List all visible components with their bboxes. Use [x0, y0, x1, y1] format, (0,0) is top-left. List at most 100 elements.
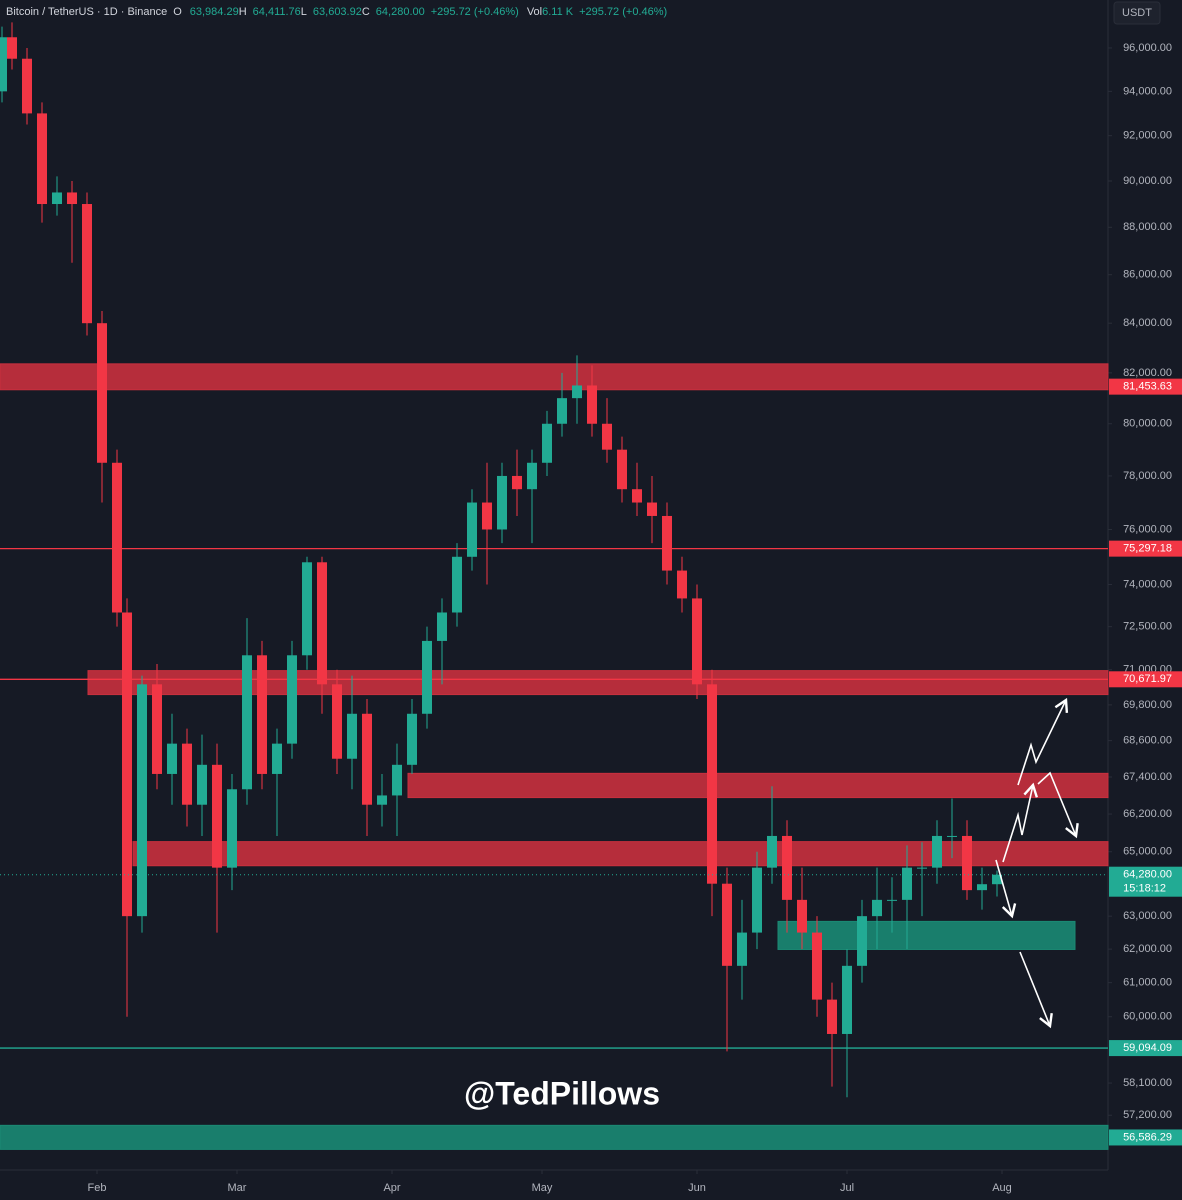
x-tick-label: Aug [992, 1182, 1012, 1194]
y-tick-label: 61,000.00 [1123, 977, 1172, 989]
price-badge [1109, 1129, 1182, 1146]
y-tick-label: 69,800.00 [1123, 699, 1172, 711]
candle-body [497, 475, 507, 530]
candle-body [197, 764, 207, 805]
candle-body [737, 932, 747, 966]
price-badge-label: 81,453.63 [1123, 381, 1172, 393]
header-vol-change: +295.72 (+0.46%) [579, 6, 667, 18]
candle-body [482, 502, 492, 530]
price-badge-label: 56,586.29 [1123, 1131, 1172, 1143]
candle-body [122, 612, 132, 917]
candle-body [332, 684, 342, 759]
candle-body [152, 684, 162, 774]
y-tick-label: 57,200.00 [1123, 1109, 1172, 1121]
header-c: 64,280.00 [376, 6, 425, 18]
countdown: 15:18:12 [1123, 883, 1166, 895]
candle-body [52, 192, 62, 205]
candle-body [242, 655, 252, 790]
arrow [1017, 697, 1069, 786]
candle-body [707, 684, 717, 884]
zone [777, 920, 1076, 950]
currency[interactable]: USDT [1122, 7, 1152, 19]
arrow [1002, 782, 1038, 863]
candle-body [422, 640, 432, 714]
candle-body [887, 899, 897, 901]
candle-body [692, 598, 702, 685]
y-tick-label: 90,000.00 [1123, 175, 1172, 187]
candle-body [287, 655, 297, 744]
candle-body [767, 835, 777, 868]
y-tick-label: 82,000.00 [1123, 367, 1172, 379]
candle-body [7, 37, 17, 59]
y-tick-label: 88,000.00 [1123, 221, 1172, 233]
y-tick-label: 92,000.00 [1123, 130, 1172, 142]
y-tick-label: 65,000.00 [1123, 846, 1172, 858]
candle-body [662, 515, 672, 571]
candle-body [82, 204, 92, 324]
y-tick-label: 66,200.00 [1123, 808, 1172, 820]
candle-body [947, 835, 957, 837]
price-badge [1109, 1040, 1182, 1057]
header-o-key: O [173, 6, 182, 18]
candle-body [272, 743, 282, 774]
candle-body [962, 835, 972, 891]
candle-body [527, 462, 537, 490]
x-tick-label: Feb [88, 1182, 107, 1194]
candle-body [512, 475, 522, 490]
candle-body [227, 789, 237, 868]
candle-body [467, 502, 477, 557]
header-l-key: L [301, 6, 307, 18]
zone [407, 772, 1109, 799]
price-badge [1109, 540, 1182, 557]
candle-body [797, 899, 807, 933]
price-badge [1109, 671, 1182, 688]
header-l: 63,603.92 [313, 6, 362, 18]
y-tick-label: 78,000.00 [1123, 470, 1172, 482]
candle-body [347, 713, 357, 759]
last-price-label: 64,280.00 [1123, 869, 1172, 881]
candle-body [167, 743, 177, 774]
header-symbol: Bitcoin / TetherUS · 1D · Binance [6, 6, 167, 18]
arrow [1037, 771, 1079, 839]
candle-body [37, 113, 47, 205]
header-h-key: H [239, 6, 247, 18]
candle-body [827, 999, 837, 1034]
candle-body [617, 449, 627, 490]
y-tick-label: 62,000.00 [1123, 943, 1172, 955]
zone [87, 670, 1109, 696]
candle-body [872, 899, 882, 917]
x-tick-label: May [532, 1182, 553, 1194]
candle-body [257, 655, 267, 774]
candle-body [392, 764, 402, 796]
y-tick-label: 63,000.00 [1123, 910, 1172, 922]
candle-body [452, 556, 462, 613]
candle-body [602, 423, 612, 450]
candle-body [722, 883, 732, 966]
price-badge [1109, 378, 1182, 395]
currency-button[interactable] [1113, 1, 1161, 25]
x-tick-label: Jul [840, 1182, 854, 1194]
candle-body [902, 867, 912, 900]
candle-body [212, 764, 222, 868]
zone [0, 363, 1109, 391]
candle-body [977, 884, 987, 891]
header: Bitcoin / TetherUS · 1D · Binance O 63,984… [6, 6, 667, 18]
last-price-badge [1109, 866, 1182, 897]
header-change: +295.72 (+0.46%) [431, 6, 519, 18]
arrows [995, 697, 1079, 1029]
candle-body [677, 570, 687, 599]
arrow [995, 859, 1017, 919]
y-tick-label: 76,000.00 [1123, 523, 1172, 535]
candle-body [437, 612, 447, 641]
price-badge-label: 59,094.09 [1123, 1042, 1172, 1054]
x-tick-label: Mar [228, 1182, 247, 1194]
candle-body [407, 713, 417, 765]
candle-body [97, 323, 107, 463]
candle-body [377, 795, 387, 805]
y-tick-label: 58,100.00 [1123, 1077, 1172, 1089]
candle-body [0, 37, 7, 92]
candle-body [22, 58, 32, 114]
y-tick-label: 74,000.00 [1123, 578, 1172, 590]
